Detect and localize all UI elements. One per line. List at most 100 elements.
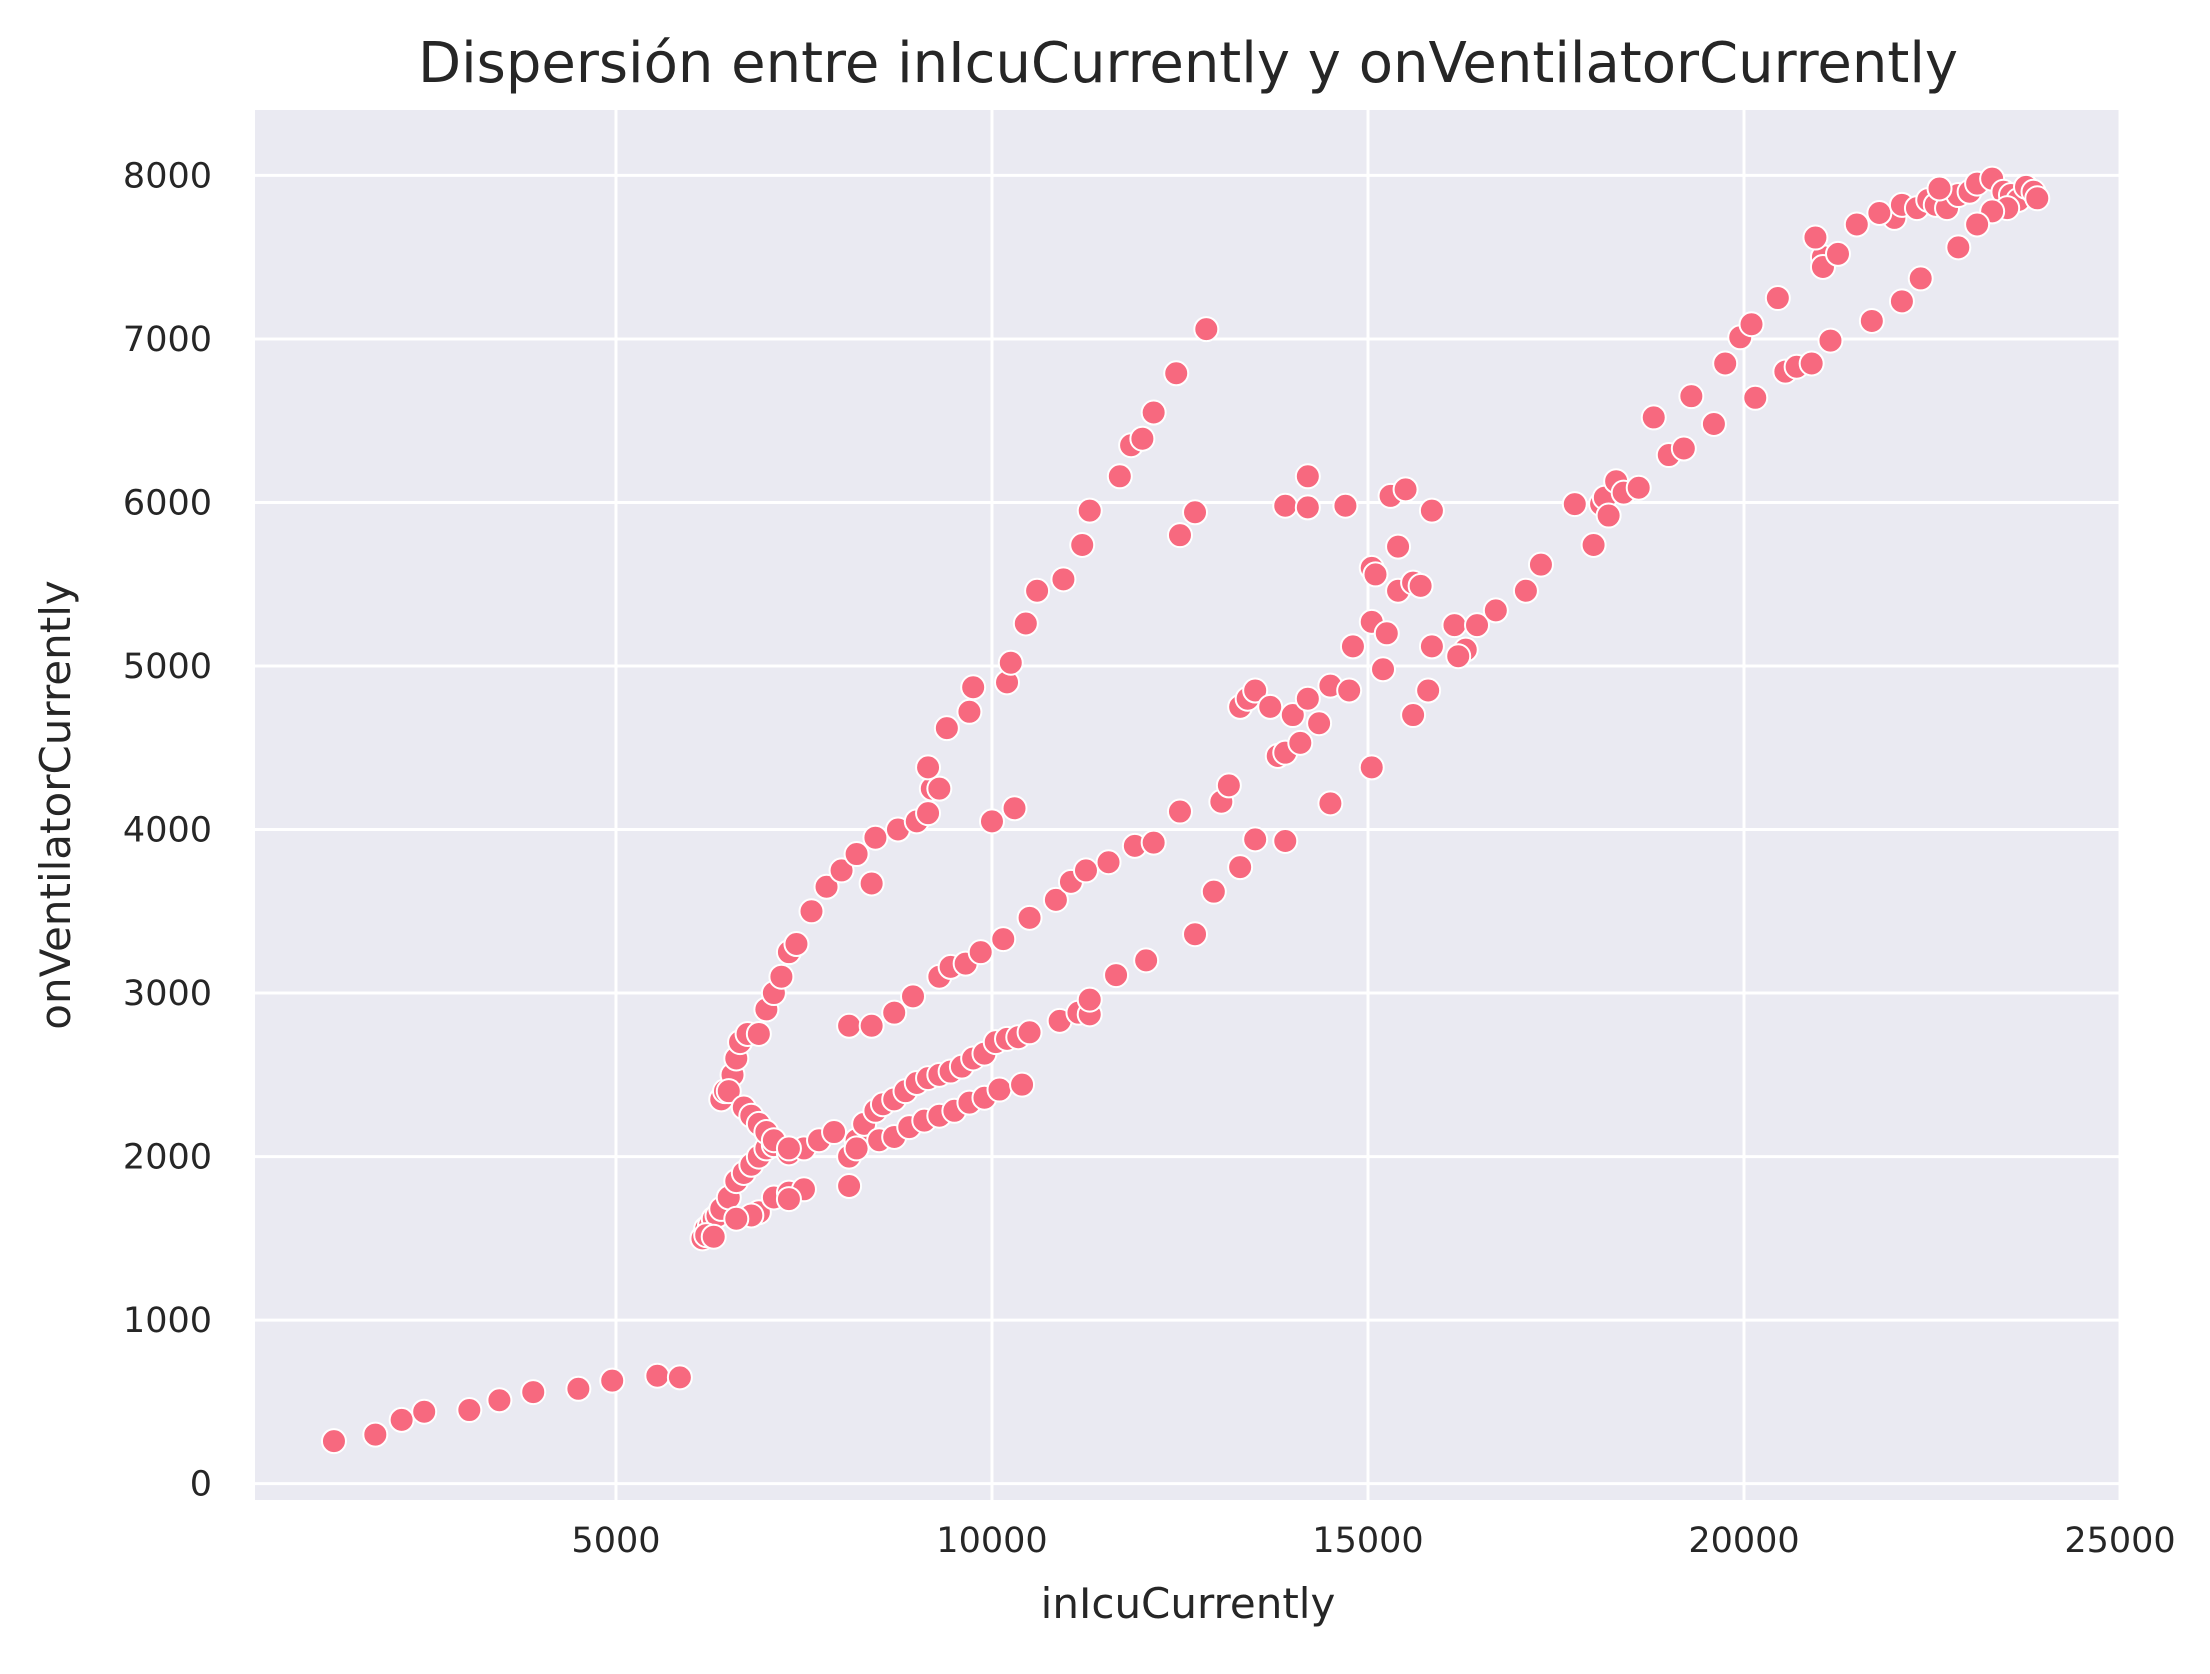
scatter-point: [1336, 677, 1363, 704]
scatter-point: [362, 1421, 389, 1448]
scatter-point: [1392, 476, 1419, 503]
scatter-point: [1242, 826, 1269, 853]
scatter-point: [1339, 633, 1366, 660]
scatter-point: [956, 698, 983, 725]
scatter-point: [978, 808, 1005, 835]
scatter-point: [783, 931, 810, 957]
x-tick-label: 15000: [1312, 1521, 1423, 1561]
scatter-point: [1464, 612, 1491, 639]
scatter-point: [1824, 240, 1851, 267]
scatter-point: [1166, 522, 1193, 549]
scatter-point: [1076, 497, 1103, 524]
x-tick-label: 25000: [2064, 1521, 2175, 1561]
scatter-point: [456, 1397, 483, 1424]
data-points: [320, 165, 2051, 1455]
scatter-point: [1866, 200, 1893, 227]
scatter-point: [723, 1205, 750, 1232]
x-axis-label: inIcuCurrently: [1041, 1579, 1336, 1628]
scatter-point: [1400, 702, 1427, 729]
scatter-point: [644, 1362, 671, 1389]
scatter-point: [666, 1364, 693, 1391]
scatter-point: [1166, 798, 1193, 825]
scatter-point: [1272, 492, 1299, 519]
scatter-point: [1858, 307, 1885, 334]
scatter-point: [1163, 360, 1190, 387]
chart-title: Dispersión entre inIcuCurrently y onVent…: [418, 31, 1958, 96]
scatter-point: [1441, 612, 1468, 639]
scatter-point: [843, 1135, 870, 1162]
scatter-point: [1407, 572, 1434, 599]
scatter-point: [990, 926, 1017, 953]
scatter-point: [1072, 857, 1099, 884]
scatter-point: [2024, 185, 2051, 212]
scatter-point: [1317, 790, 1344, 817]
y-tick-label: 8000: [123, 156, 212, 196]
scatter-point: [1888, 288, 1915, 315]
scatter-point: [1294, 463, 1321, 490]
scatter-point: [1907, 265, 1934, 292]
scatter-point: [1009, 1071, 1036, 1098]
x-tick-label: 10000: [936, 1521, 1047, 1561]
scatter-point: [1445, 643, 1472, 670]
scatter-point: [1140, 399, 1167, 426]
scatter-point: [1182, 499, 1209, 526]
scatter-point: [836, 1012, 863, 1039]
scatter-point: [1287, 729, 1314, 756]
scatter-point: [1482, 597, 1509, 624]
scatter-point: [881, 999, 908, 1026]
scatter-point: [1129, 425, 1156, 452]
x-tick-label: 5000: [571, 1521, 660, 1561]
y-tick-label: 4000: [123, 811, 212, 851]
scatter-point: [1700, 410, 1727, 437]
scatter-point: [858, 1012, 885, 1039]
scatter-point: [1362, 561, 1389, 588]
scatter-point: [1272, 827, 1299, 854]
scatter-point: [1106, 463, 1133, 490]
scatter-point: [933, 715, 960, 742]
scatter-point: [960, 674, 987, 701]
scatter-point: [1926, 175, 1953, 202]
scatter-point: [798, 898, 825, 925]
scatter-point: [1625, 474, 1652, 501]
scatter-point: [1069, 531, 1096, 558]
scatter-point: [862, 824, 889, 851]
scatter-point: [828, 857, 855, 884]
scatter-point: [1227, 854, 1254, 881]
scatter-point: [775, 1135, 802, 1162]
scatter-point: [915, 754, 942, 781]
scatter-point: [997, 649, 1024, 676]
scatter-point: [1332, 492, 1359, 519]
scatter-point: [1670, 435, 1697, 462]
scatter-point: [926, 775, 953, 802]
scatter-point: [1415, 677, 1442, 704]
scatter-point: [1817, 327, 1844, 354]
scatter-point: [1373, 620, 1400, 647]
scatter-point: [1306, 710, 1333, 737]
scatter-point: [1182, 921, 1209, 948]
scatter-point: [745, 1020, 772, 1047]
scatter-point: [599, 1367, 626, 1394]
scatter-point: [1358, 754, 1385, 781]
scatter-point: [1095, 849, 1122, 876]
scatter-point: [821, 1119, 848, 1146]
x-tick-label: 20000: [1688, 1521, 1799, 1561]
scatter-point: [486, 1387, 513, 1414]
scatter-point: [1242, 677, 1269, 704]
scatter-point: [1215, 772, 1242, 799]
scatter-point: [1200, 878, 1227, 905]
scatter-point: [700, 1223, 727, 1250]
scatter-point: [1964, 211, 1991, 238]
scatter-point: [1595, 502, 1622, 529]
scatter-point: [1640, 404, 1667, 431]
scatter-point: [1945, 234, 1972, 261]
scatter-point: [1418, 633, 1445, 660]
scatter-point: [1385, 533, 1412, 560]
scatter-point: [900, 983, 927, 1010]
scatter-point: [411, 1398, 438, 1425]
scatter-point: [1843, 211, 1870, 238]
scatter-point: [1103, 962, 1130, 989]
scatter-point: [520, 1379, 547, 1406]
y-tick-label: 2000: [123, 1138, 212, 1178]
y-tick-label: 5000: [123, 647, 212, 687]
scatter-point: [565, 1375, 592, 1402]
